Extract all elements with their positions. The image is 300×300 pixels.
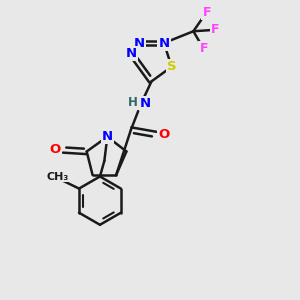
Text: H: H <box>128 96 138 110</box>
Text: F: F <box>202 6 211 19</box>
Text: N: N <box>134 37 145 50</box>
Text: O: O <box>49 143 61 157</box>
Text: O: O <box>158 128 170 141</box>
Text: N: N <box>140 97 151 110</box>
Text: N: N <box>102 130 113 143</box>
Text: CH₃: CH₃ <box>46 172 68 182</box>
Text: N: N <box>126 47 137 60</box>
Text: N: N <box>158 37 169 50</box>
Text: F: F <box>200 42 208 56</box>
Text: F: F <box>211 23 220 36</box>
Text: S: S <box>167 60 176 73</box>
